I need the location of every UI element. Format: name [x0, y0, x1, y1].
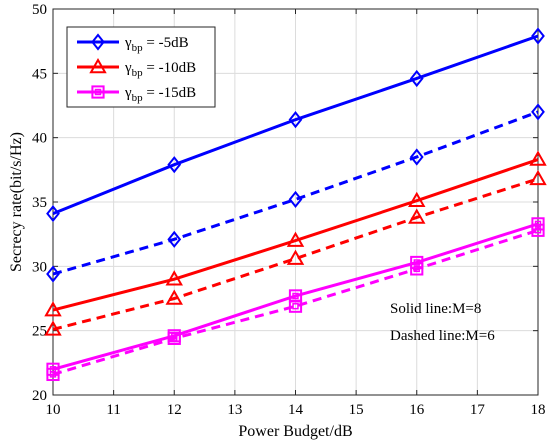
series-0-point-2: [288, 111, 303, 129]
legend-subscript-2: bp: [132, 92, 144, 104]
x-tick-label-6: 16: [409, 402, 425, 418]
legend-entry-0: γbp = -5dB: [77, 33, 189, 54]
grid: [53, 9, 538, 395]
series-5-point-2: [288, 299, 303, 313]
legend-suffix-1: = -10dB: [143, 60, 196, 76]
series-2-point-0: [44, 301, 62, 317]
series-5-point-1-inner: [171, 335, 178, 342]
series-line-0: [52, 34, 539, 215]
y-tick-label-6: 50: [32, 2, 47, 18]
series-3: [44, 169, 547, 336]
series-1-point-1: [167, 230, 182, 248]
x-tick-label-1: 11: [106, 402, 120, 418]
legend-symbol-0: γ: [124, 35, 132, 51]
series-line-5: [52, 228, 539, 376]
legend-marker-2-outer: [91, 85, 105, 99]
series-line-1: [52, 110, 539, 276]
series-1-point-0: [46, 265, 60, 283]
annotation-solid-line: Solid line:M=8: [390, 301, 481, 317]
series-5-point-4-inner: [534, 227, 542, 234]
series-5-point-2-outer: [288, 299, 303, 313]
series-3-point-1: [165, 289, 183, 305]
series-2: [44, 150, 547, 317]
series-3-point-4: [529, 169, 547, 186]
legend-symbol-2: γ: [124, 85, 132, 101]
legend-entry-2: γbp = -15dB: [77, 85, 196, 104]
series-5-point-4: [531, 223, 545, 237]
y-tick-label-1: 25: [32, 324, 47, 340]
legend-marker-2-inner: [94, 88, 102, 96]
legend-label-0: γbp = -5dB: [124, 35, 189, 54]
legend-label-2: γbp = -15dB: [124, 85, 196, 104]
series-5-point-1: [167, 331, 181, 345]
y-tick-label-0: 20: [32, 388, 47, 404]
x-tick-label-7: 17: [470, 402, 486, 418]
series-0-point-4: [531, 27, 545, 45]
legend-subscript-0: bp: [132, 42, 144, 54]
series-5-point-3-inner: [413, 265, 420, 273]
y-tick-label-5: 45: [32, 66, 47, 82]
series-5-point-2-inner: [292, 303, 299, 310]
series-1-point-4: [531, 103, 545, 121]
y-tick-label-2: 30: [32, 259, 47, 275]
series-line-4: [52, 222, 539, 371]
series-5-point-0-inner: [49, 371, 57, 378]
y-tick-label-3: 35: [32, 195, 47, 211]
series-3-point-3: [408, 208, 426, 224]
series-1: [46, 103, 545, 283]
series-2-point-4: [529, 150, 547, 166]
series-5: [46, 223, 545, 382]
series-5-point-3-outer: [410, 262, 424, 276]
series-2-point-3: [408, 191, 426, 207]
x-tick-label-3: 13: [227, 402, 242, 418]
series-0-point-0: [46, 204, 60, 223]
legend-symbol-1: γ: [124, 60, 132, 76]
series-5-point-4-outer: [531, 223, 545, 237]
series-4-point-2-inner: [292, 292, 299, 300]
series-1-point-3: [409, 148, 424, 166]
series-3-point-2: [286, 249, 305, 265]
series-5-point-0: [46, 367, 60, 382]
x-tick-label-0: 10: [46, 402, 61, 418]
x-tick-label-8: 18: [531, 402, 546, 418]
x-tick-label-2: 12: [167, 402, 182, 418]
axes: 10 11 12 13 14 15 16 17 18 20 25 30 35 40 45 50: [32, 2, 546, 418]
series-0-point-1: [167, 156, 182, 174]
x-tick-label-4: 14: [288, 402, 304, 418]
legend-marker-0: [91, 33, 105, 51]
series-5-point-3: [410, 262, 424, 276]
legend-marker-2: [91, 85, 105, 99]
x-tick-label-5: 15: [349, 402, 364, 418]
legend-marker-1: [89, 57, 107, 74]
series-0: [46, 27, 545, 223]
series-line-3: [52, 177, 539, 331]
legend-suffix-0: = -5dB: [143, 35, 189, 51]
series-1-point-2: [288, 190, 303, 209]
series-2-point-2: [286, 231, 305, 247]
y-axis-title: Secrecy rate(bit/s/Hz): [8, 132, 25, 272]
legend-suffix-2: = -15dB: [143, 85, 196, 101]
series-line-2: [52, 158, 539, 312]
series-group: [44, 27, 547, 382]
series-0-point-3: [409, 69, 424, 88]
series-2-point-1: [165, 270, 183, 286]
y-tick-label-4: 40: [32, 131, 47, 147]
legend-entry-1: γbp = -10dB: [77, 57, 196, 79]
series-3-point-0: [44, 320, 62, 336]
series-5-point-0-outer: [46, 367, 60, 382]
legend-label-1: γbp = -10dB: [124, 60, 196, 79]
annotation-dashed-line: Dashed line:M=6: [390, 328, 495, 344]
legend-subscript-1: bp: [132, 67, 144, 79]
x-axis-title: Power Budget/dB: [238, 423, 352, 440]
series-5-point-1-outer: [167, 331, 181, 345]
